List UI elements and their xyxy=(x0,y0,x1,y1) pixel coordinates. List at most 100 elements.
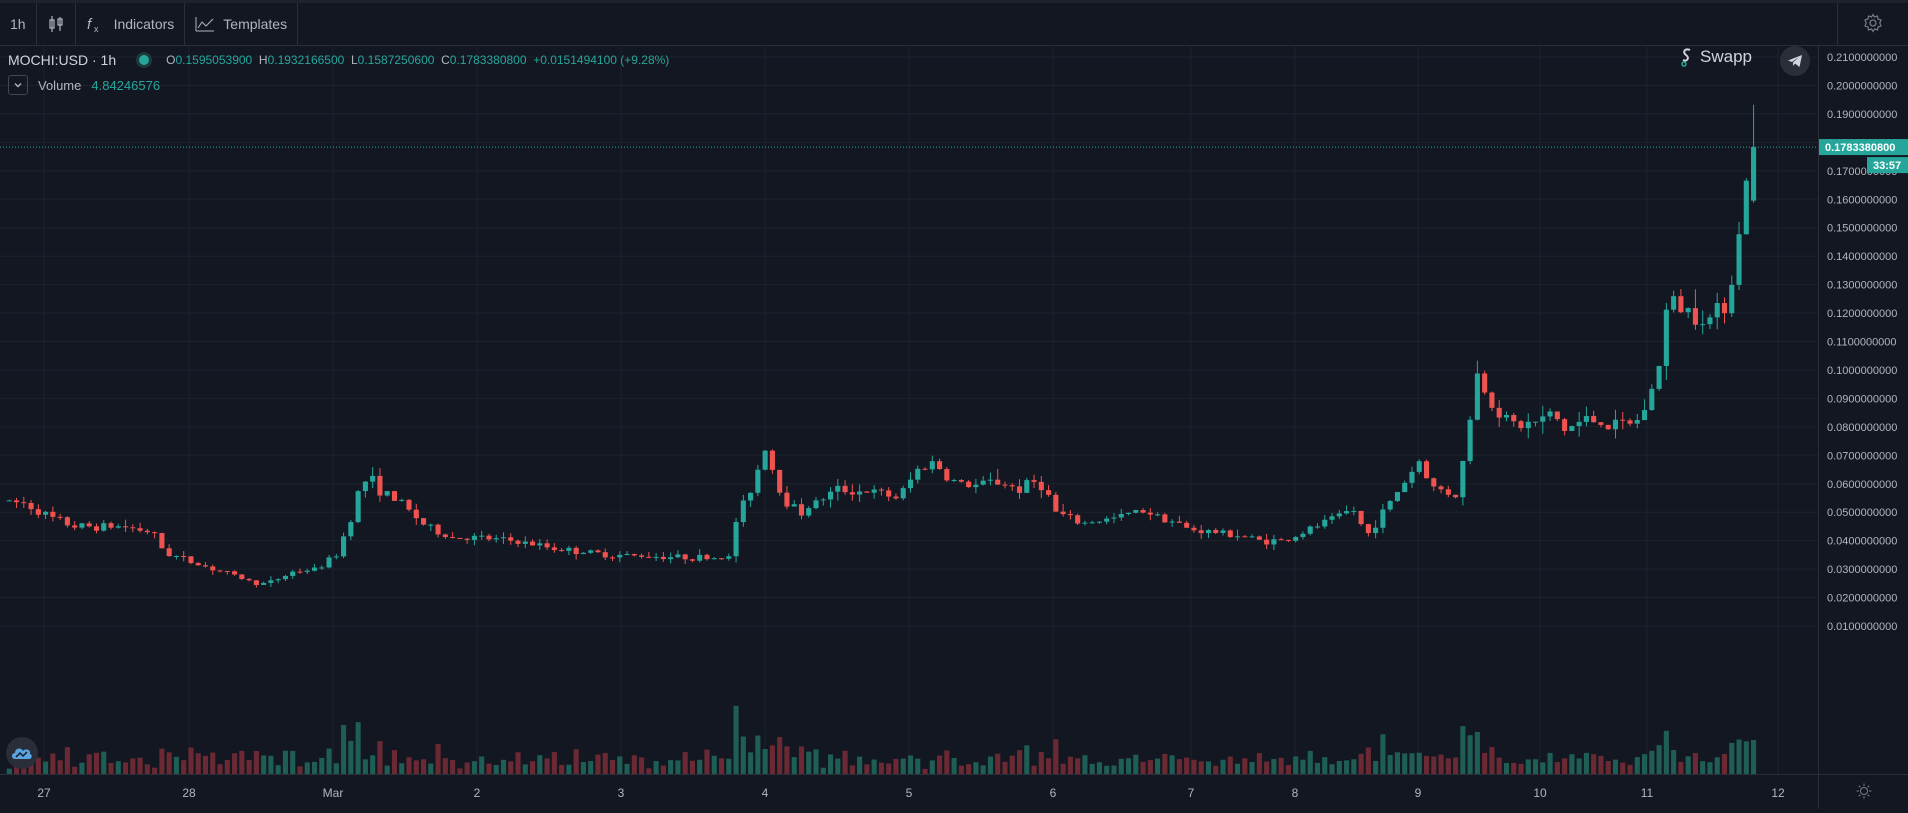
time-tick-label: 12 xyxy=(1771,786,1785,800)
volume-bar xyxy=(980,765,986,774)
price-axis[interactable]: 0.21000000000.20000000000.19000000000.18… xyxy=(1818,46,1908,774)
volume-bar xyxy=(6,768,12,774)
candle-body xyxy=(653,556,659,558)
time-tick-label: 7 xyxy=(1188,786,1195,800)
volume-bar xyxy=(566,764,572,774)
time-tick-label: 4 xyxy=(762,786,769,800)
volume-bar xyxy=(1024,745,1030,774)
volume-bar xyxy=(1351,759,1357,774)
candle-body xyxy=(1707,317,1713,325)
interval-button[interactable]: 1h xyxy=(0,3,37,45)
settings-button[interactable] xyxy=(1837,3,1908,45)
price-tick-label: 0.0500000000 xyxy=(1827,507,1897,519)
volume-bar xyxy=(937,755,943,774)
price-tick-label: 0.0600000000 xyxy=(1827,479,1897,491)
volume-bar xyxy=(668,760,674,774)
candle-body xyxy=(864,491,870,493)
candle-body xyxy=(769,450,775,470)
price-tick-label: 0.1100000000 xyxy=(1827,337,1897,349)
volume-bar xyxy=(1474,731,1480,774)
candle-body xyxy=(609,557,616,559)
telegram-button[interactable] xyxy=(1780,46,1810,76)
volume-bar xyxy=(428,763,434,774)
volume-bar xyxy=(377,741,383,774)
volume-bar xyxy=(995,753,1001,774)
volume-bar xyxy=(871,759,877,774)
candle-body xyxy=(1743,180,1749,235)
candle-body xyxy=(1729,284,1735,314)
volume-bar xyxy=(355,722,361,774)
candle-body xyxy=(1133,510,1139,513)
last-price-value: 0.1783380800 xyxy=(1825,142,1895,154)
volume-bar xyxy=(1394,752,1400,774)
volume-bar xyxy=(748,752,754,774)
interval-label: 1h xyxy=(10,16,26,32)
candle-body xyxy=(348,522,354,537)
volume-bar xyxy=(1743,741,1749,774)
volume-bar xyxy=(130,758,136,774)
volume-bar xyxy=(973,762,979,774)
candle-body xyxy=(1503,415,1510,418)
volume-bar xyxy=(166,752,172,774)
price-tick-label: 0.0400000000 xyxy=(1827,536,1897,548)
high-value: 0.1932166500 xyxy=(267,53,345,67)
chart-type-button[interactable] xyxy=(37,3,76,45)
candle-body xyxy=(820,499,826,501)
candle-body xyxy=(1562,419,1568,431)
chart-area[interactable] xyxy=(0,46,1818,774)
volume-bar xyxy=(1438,754,1444,774)
time-tick-label: 2 xyxy=(474,786,481,800)
volume-bar xyxy=(537,755,543,774)
candle-body xyxy=(842,485,848,493)
volume-bar xyxy=(958,765,964,774)
volume-legend: Volume 4.84246576 xyxy=(8,75,160,95)
volume-bar xyxy=(1155,758,1161,774)
time-tick-label: 27 xyxy=(37,786,51,800)
collapse-legend-button[interactable] xyxy=(8,75,28,95)
volume-bar xyxy=(1671,750,1677,774)
candle-body xyxy=(1314,526,1321,528)
axis-settings-button[interactable] xyxy=(1818,774,1908,809)
candle-body xyxy=(1445,489,1451,495)
candle-body xyxy=(660,556,666,560)
candle-body xyxy=(304,570,310,572)
volume-bar xyxy=(1169,755,1175,774)
volume-bar xyxy=(944,750,950,774)
price-tick-label: 0.1900000000 xyxy=(1827,109,1897,121)
candle-body xyxy=(1627,420,1633,424)
candle-body xyxy=(28,502,34,510)
volume-bar xyxy=(224,759,230,774)
candle-body xyxy=(479,535,485,537)
volume-bar xyxy=(849,765,855,774)
candle-body xyxy=(1024,480,1030,493)
volume-bar xyxy=(951,758,957,774)
candle-body xyxy=(1249,536,1255,538)
volume-bar xyxy=(878,762,884,774)
candle-body xyxy=(173,555,179,557)
volume-bar xyxy=(1009,755,1015,774)
candle-body xyxy=(791,504,797,507)
volume-bar xyxy=(1358,753,1364,774)
candlestick-chart[interactable] xyxy=(0,46,1818,774)
volume-bar xyxy=(842,750,848,774)
candle-body xyxy=(1460,460,1466,498)
time-axis[interactable]: 27 28 Mar 2 3 4 5 6 7 8 9 10 11 12 xyxy=(0,774,1818,809)
volume-bar xyxy=(471,761,477,774)
volume-bar xyxy=(631,755,637,774)
price-tick-label: 0.1200000000 xyxy=(1827,308,1897,320)
volume-bar xyxy=(108,762,114,774)
candle-body xyxy=(166,548,172,557)
volume-bar xyxy=(704,749,710,774)
volume-bar xyxy=(1540,762,1546,774)
volume-bar xyxy=(493,764,499,774)
volume-bar xyxy=(435,744,441,774)
candle-body xyxy=(1387,501,1393,510)
candle-body xyxy=(566,547,572,551)
volume-bar xyxy=(900,758,906,774)
templates-button[interactable]: Templates xyxy=(185,3,299,45)
volume-bar xyxy=(1205,761,1212,774)
candle-body xyxy=(1678,296,1684,313)
candle-body xyxy=(1474,373,1480,420)
symbol-title[interactable]: MOCHI:USD · 1h xyxy=(8,52,117,68)
